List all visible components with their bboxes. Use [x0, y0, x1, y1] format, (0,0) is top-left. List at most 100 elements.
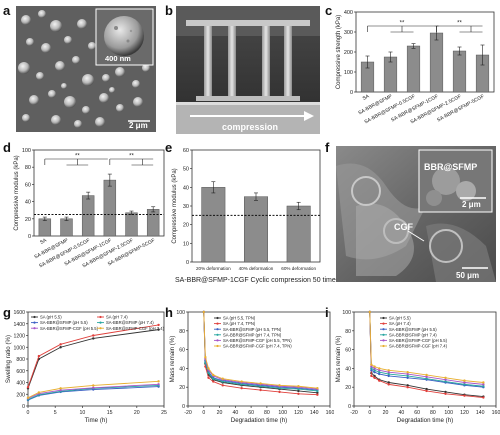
y-tick-label: 0: [186, 260, 189, 266]
data-point: [373, 370, 376, 374]
x-tick-label: 160: [492, 410, 500, 416]
y-axis-label: Compressive modulus (kPa): [14, 155, 20, 230]
data-point: [444, 380, 447, 383]
x-tick-label: 80: [430, 410, 436, 416]
legend-marker: [382, 322, 385, 325]
legend-marker: [99, 321, 102, 324]
data-point: [207, 367, 210, 370]
inset-label: BBR@SFMP: [424, 162, 477, 172]
data-point: [368, 310, 371, 314]
x-tick-label: 25: [161, 410, 167, 416]
microsphere: [21, 15, 31, 25]
y-tick-label: 40: [345, 366, 351, 372]
data-point: [212, 373, 215, 377]
legend-label: SA-BBR@SFMP-CGF (pH 7.4): [389, 344, 448, 349]
data-point: [92, 334, 95, 337]
significance-mark: **: [400, 21, 405, 27]
microsphere: [82, 74, 94, 86]
data-point: [373, 365, 376, 368]
panel-e-caption: SA-BBR@SFMP-1CGF Cyclic compression 50 t…: [175, 277, 340, 284]
legend-marker: [216, 344, 219, 348]
data-point: [259, 388, 262, 392]
data-point: [26, 386, 30, 389]
data-point: [425, 373, 428, 377]
microsphere: [99, 93, 109, 103]
data-point: [37, 391, 41, 394]
y-axis-label: Mass remain (%): [335, 336, 342, 383]
panel-label-d: d: [3, 140, 11, 155]
microsphere: [61, 83, 67, 89]
cgf-label: CGF: [394, 222, 414, 232]
legend-marker: [216, 339, 219, 342]
legend-marker: [216, 322, 219, 325]
y-tick-label: 0: [28, 234, 31, 240]
bar: [103, 179, 117, 237]
data-point: [482, 383, 485, 386]
scale-bar-text: 2 μm: [129, 121, 148, 130]
y-tick-label: 80: [179, 329, 185, 335]
microsphere: [55, 61, 65, 71]
chart-d: 0 20 40 60 80 100 Compressive modulus (kPa) SA S…: [8, 142, 168, 282]
legend-marker: [216, 328, 219, 331]
data-point: [425, 389, 428, 393]
data-point: [240, 380, 243, 383]
x-tick-label: 0: [368, 410, 371, 416]
data-point: [297, 389, 300, 393]
microsphere: [22, 114, 30, 122]
legend-marker: [382, 333, 385, 336]
data-point: [444, 392, 447, 395]
microsphere-sem-svg: 400 nm 2 μm: [16, 6, 156, 132]
panel-label-h: h: [165, 305, 173, 320]
legend-label: SA (pH 5.5): [389, 316, 411, 321]
data-point: [387, 370, 390, 374]
y-tick-label: 1400: [13, 322, 25, 328]
significance-mark: **: [129, 154, 134, 160]
x-tick-label: SA: [362, 93, 371, 102]
y-tick-label: 20: [345, 385, 351, 391]
x-tick-label: 20: [134, 410, 140, 416]
data-point: [297, 392, 300, 395]
data-point: [92, 384, 95, 387]
legend-label: SA (pH 7.4, TPN): [223, 321, 256, 326]
series-line: [369, 311, 484, 398]
y-tick-label: 400: [344, 10, 353, 16]
legend-marker: [216, 316, 219, 320]
data-point: [240, 386, 243, 390]
legend-label: SA-BBR@SFMP (pH 5.5): [40, 320, 88, 325]
data-point: [59, 387, 62, 390]
series-line: [203, 311, 318, 392]
x-tick-label: 80: [264, 410, 270, 416]
x-tick-label: 40: [398, 410, 404, 416]
degradation-chart: -20 0 20 40 60 80 100 120 140 160020406080100Degr…: [335, 310, 500, 424]
bar: [429, 32, 444, 93]
data-point: [204, 355, 207, 359]
data-point: [221, 380, 224, 383]
data-point: [444, 390, 447, 394]
bar: [406, 45, 421, 93]
data-point: [378, 370, 381, 374]
legend-label: SA (pH 7.4): [106, 315, 128, 320]
data-point: [406, 372, 409, 376]
data-point: [297, 387, 300, 391]
data-point: [387, 381, 390, 384]
inset-scale-text: 400 nm: [105, 54, 131, 63]
microsphere: [36, 72, 44, 80]
microsphere: [109, 87, 115, 93]
microsphere: [77, 19, 87, 29]
data-point: [387, 383, 390, 386]
x-tick-label: 40% deformation: [239, 266, 274, 271]
microsphere: [51, 115, 61, 125]
bar: [452, 50, 467, 93]
legend-label: SA-BBR@SFMP (pH 5.5, TPN): [223, 327, 282, 332]
data-point: [370, 369, 373, 372]
panel-label-c: c: [325, 3, 333, 18]
series-line: [369, 311, 484, 387]
y-tick-label: 10: [183, 241, 189, 247]
data-point: [157, 383, 160, 386]
microsphere: [72, 56, 80, 64]
y-tick-label: 0: [182, 404, 185, 410]
data-point: [373, 369, 376, 372]
y-tick-label: 60: [345, 348, 351, 354]
data-point: [297, 385, 300, 388]
x-tick-label: 15: [107, 410, 113, 416]
